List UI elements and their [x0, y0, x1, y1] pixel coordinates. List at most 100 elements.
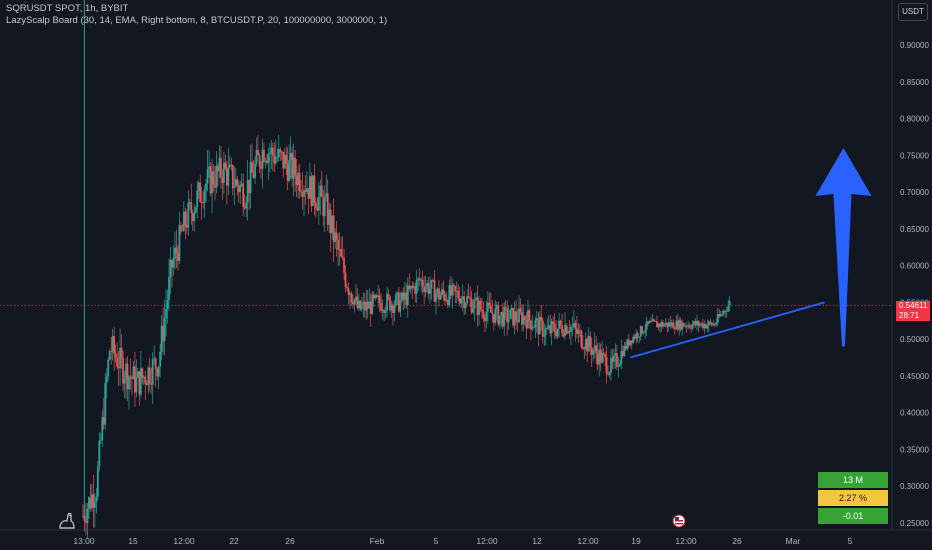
- candle-body: [469, 297, 472, 299]
- candle-body: [234, 179, 237, 187]
- time-tick-6: 5: [434, 536, 439, 546]
- candle-body: [396, 292, 399, 295]
- up-arrow-drawing[interactable]: [815, 147, 872, 347]
- candle-body: [549, 325, 552, 334]
- symbol-title[interactable]: SQRUSDT SPOT, 1h, BYBIT: [6, 3, 129, 14]
- candle-body: [619, 363, 621, 367]
- candle-body: [577, 330, 580, 334]
- candle-body: [575, 328, 578, 334]
- candle-body: [110, 350, 113, 352]
- candle-body: [177, 252, 179, 261]
- candle-body: [233, 186, 236, 189]
- candle-body: [337, 239, 340, 250]
- candle-body: [95, 496, 98, 503]
- candle-body: [285, 154, 288, 164]
- candle-body: [380, 302, 383, 311]
- candle-body: [642, 332, 645, 334]
- indicator-title[interactable]: LazyScalp Board (30, 14, EMA, Right bott…: [6, 15, 388, 26]
- candle-body: [292, 157, 295, 179]
- candle-body: [435, 293, 437, 302]
- candle-body: [657, 323, 660, 328]
- candle-body: [506, 308, 509, 323]
- price-tick-0: 0.90000: [900, 41, 929, 50]
- time-tick-11: 12:00: [675, 536, 697, 546]
- candle-body: [707, 321, 710, 326]
- candle-body: [335, 232, 338, 240]
- candle-body: [123, 379, 126, 384]
- candle-body: [193, 212, 196, 221]
- candle-body: [346, 287, 348, 289]
- candle-body: [119, 347, 121, 369]
- time-tick-1: 15: [128, 536, 138, 546]
- currency-button[interactable]: USDT: [898, 3, 928, 21]
- candle-body: [664, 322, 667, 325]
- tradingview-dino-icon[interactable]: [59, 512, 75, 529]
- candle-body: [206, 169, 209, 184]
- candle-body: [151, 359, 154, 385]
- price-axis[interactable]: 0.90000 0.85000 0.80000 0.75000 0.70000 0.650…: [900, 41, 929, 528]
- candle-body: [627, 339, 630, 346]
- candle-body: [604, 354, 606, 357]
- us-flag-event-icon[interactable]: [672, 514, 686, 528]
- candle-body: [417, 278, 420, 280]
- candle-body: [482, 311, 485, 318]
- candle-body: [605, 356, 608, 374]
- candle-body: [682, 322, 685, 327]
- candle-body: [237, 185, 240, 193]
- candle-body: [608, 372, 611, 375]
- candle-body: [667, 322, 670, 327]
- candle-body: [432, 280, 434, 281]
- candle-body: [433, 280, 436, 302]
- candle-body: [277, 149, 280, 158]
- candle-body: [89, 497, 92, 509]
- candle-body: [172, 258, 175, 268]
- candle-body: [257, 149, 259, 156]
- candle-body: [544, 328, 547, 336]
- candle-body: [501, 312, 504, 327]
- time-axis[interactable]: 13:00 15 12:00 22 26 Feb 5 12:00 12 12:00 19 12:00 2…: [73, 536, 852, 546]
- candle-body: [159, 351, 162, 367]
- candle-body: [90, 494, 93, 509]
- candle-body: [169, 259, 172, 278]
- candle-body: [255, 149, 258, 164]
- candle-body: [154, 358, 157, 369]
- candle-body: [188, 202, 191, 204]
- candle-body: [381, 310, 384, 311]
- trendline[interactable]: [630, 301, 825, 359]
- candle-body: [620, 350, 623, 364]
- candle-body: [126, 363, 129, 390]
- candle-body: [647, 321, 649, 324]
- drawing-overlay: [0, 147, 892, 359]
- candle-body: [179, 225, 182, 231]
- candle-body: [654, 320, 657, 322]
- candle-body: [580, 330, 583, 347]
- board-percent-cell: 2.27 %: [818, 490, 888, 506]
- candle-body: [372, 294, 375, 299]
- candle-body: [719, 314, 722, 317]
- candle-body: [716, 314, 719, 323]
- candle-body: [516, 320, 519, 323]
- candle-body: [320, 185, 323, 197]
- candle-body: [660, 322, 663, 327]
- price-tick-6: 0.60000: [900, 262, 929, 271]
- candle-body: [162, 325, 164, 342]
- candle-body: [153, 358, 156, 360]
- candle-body: [617, 366, 620, 367]
- candle-body: [679, 319, 682, 330]
- candle-body: [415, 279, 418, 294]
- candle-body: [99, 439, 102, 441]
- candle-body: [555, 331, 558, 337]
- time-tick-7: 12:00: [476, 536, 498, 546]
- candle-body: [323, 197, 326, 217]
- candle-body: [157, 366, 160, 377]
- candle-body: [593, 345, 596, 351]
- candle-body: [485, 311, 488, 321]
- candle-body: [420, 279, 423, 281]
- candle-body: [134, 366, 136, 393]
- candle-body: [148, 367, 151, 384]
- candle-body: [629, 340, 632, 346]
- candle-body: [313, 175, 316, 203]
- candle-body: [263, 149, 265, 162]
- price-tick-3: 0.75000: [900, 151, 929, 160]
